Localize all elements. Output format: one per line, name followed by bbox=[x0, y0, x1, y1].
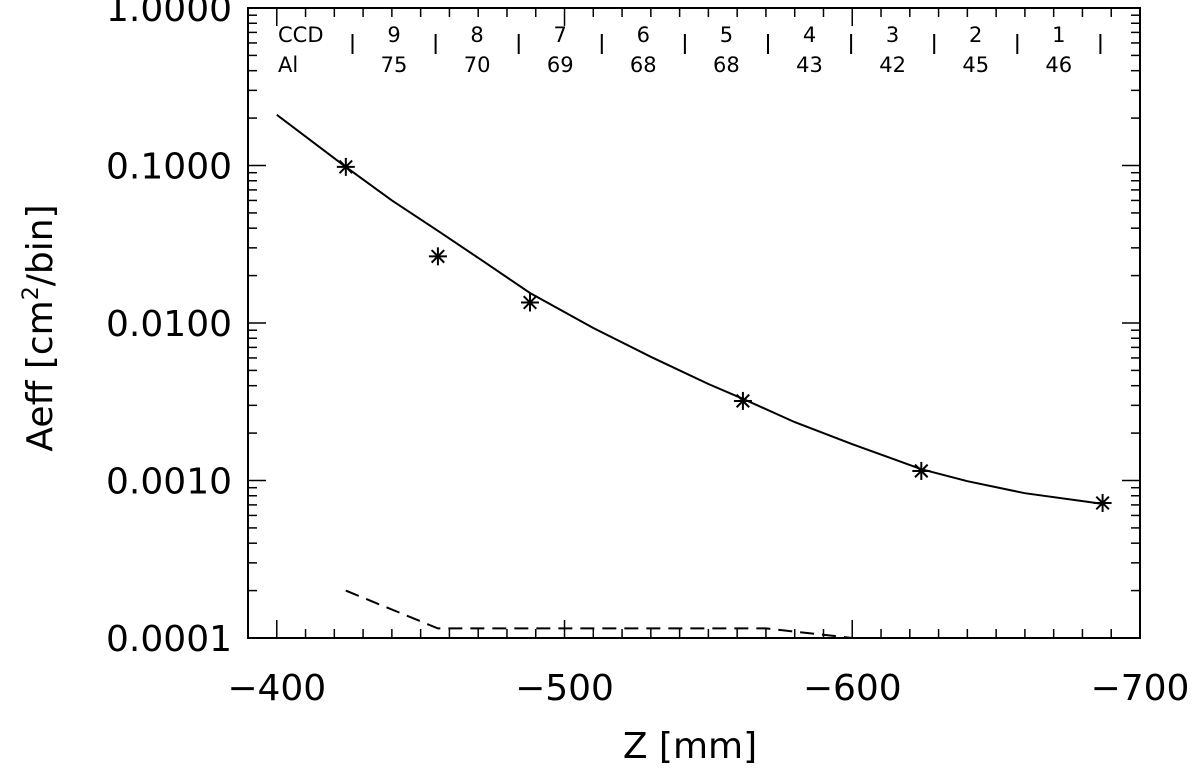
al-value: 46 bbox=[1045, 53, 1072, 77]
star-arm bbox=[914, 463, 929, 478]
ccd-number: 5 bbox=[720, 23, 733, 47]
axis-tick-labels: −400 −500 −600 −700 0.0001 0.0010 0.0100 0.1000… bbox=[106, 0, 1189, 709]
ccd-number: 2 bbox=[969, 23, 982, 47]
al-value: 68 bbox=[630, 53, 657, 77]
ccd-number: 1 bbox=[1052, 23, 1065, 47]
axis-ticks bbox=[247, 8, 1141, 639]
al-value: 69 bbox=[547, 53, 574, 77]
y-axis-label-superscript: 2 bbox=[19, 286, 44, 300]
plot-border bbox=[247, 7, 1141, 639]
al-value: 70 bbox=[464, 53, 491, 77]
star-arm bbox=[430, 249, 445, 264]
ccd-number: 6 bbox=[637, 23, 650, 47]
y-tick-label: 0.1000 bbox=[106, 147, 232, 188]
y-axis-label-main: Aeff [cm bbox=[20, 300, 61, 451]
al-value: 43 bbox=[796, 53, 823, 77]
x-tick-label: −400 bbox=[227, 668, 326, 709]
ccd-header: CCD Al 9 75 8 70 7 69 6 68 5 68 4 43 3 42 2 45 1 46 bbox=[278, 23, 1102, 77]
ccd-number: 3 bbox=[886, 23, 899, 47]
ccd-row-label: CCD bbox=[278, 23, 324, 47]
al-value: 42 bbox=[879, 53, 906, 77]
ccd-number: 8 bbox=[470, 23, 483, 47]
ccd-number: 9 bbox=[387, 23, 400, 47]
x-tick-label: −500 bbox=[515, 668, 614, 709]
data-point bbox=[428, 247, 447, 266]
al-value: 75 bbox=[381, 53, 408, 77]
series-layer bbox=[276, 114, 1112, 639]
y-tick-label: 0.0001 bbox=[106, 619, 232, 660]
y-tick-label: 1.0000 bbox=[106, 0, 232, 30]
ccd-number: 7 bbox=[554, 23, 567, 47]
y-axis-label-tail: /bin] bbox=[20, 204, 61, 286]
al-row-label: Al bbox=[278, 53, 298, 77]
y-tick-label: 0.0100 bbox=[106, 304, 232, 345]
y-axis-label: Aeff [cm2/bin] bbox=[19, 204, 61, 451]
al-value: 45 bbox=[962, 53, 989, 77]
al-value: 68 bbox=[713, 53, 740, 77]
x-tick-label: −700 bbox=[1091, 668, 1190, 709]
data-point bbox=[520, 293, 539, 312]
ccd-number: 4 bbox=[803, 23, 816, 47]
x-tick-label: −600 bbox=[803, 668, 902, 709]
plot-frame bbox=[247, 7, 1141, 639]
x-axis-label: Z [mm] bbox=[623, 726, 757, 767]
star-arm bbox=[522, 295, 537, 310]
y-tick-label: 0.0010 bbox=[106, 462, 232, 503]
fit-curve bbox=[276, 114, 1103, 505]
dashed-curve bbox=[345, 589, 853, 639]
star-arm bbox=[735, 393, 750, 408]
